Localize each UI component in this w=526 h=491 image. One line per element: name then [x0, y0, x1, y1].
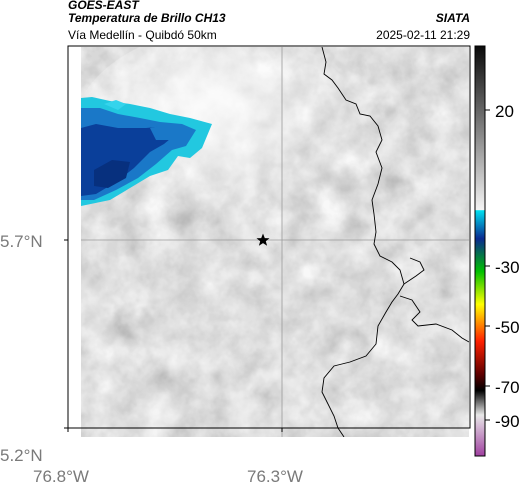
datetime-label: 2025-02-11 21:29 — [376, 28, 470, 42]
map-title: GOES-EAST — [68, 0, 139, 12]
satellite-image — [81, 47, 469, 437]
lon-tick-label: 76.3°W — [247, 467, 303, 486]
department-border-2 — [399, 295, 469, 343]
map-subtitle: Temperatura de Brillo CH13 — [68, 11, 226, 25]
colorbar-tick-label: -50 — [495, 318, 520, 337]
department-border-3 — [403, 257, 425, 285]
colorbar-tick-label: -90 — [495, 412, 520, 431]
cold-cloud — [81, 97, 212, 206]
lat-tick-label: 5.2°N — [0, 446, 43, 465]
colorbar-tick-label: 20 — [495, 102, 514, 121]
lat-tick-label: 5.7°N — [0, 232, 43, 251]
star-icon — [256, 233, 270, 246]
colorbar-tick-label: -30 — [495, 258, 520, 277]
source-label: SIATA — [435, 11, 470, 25]
location-label: Vía Medellín - Quibdó 50km — [68, 28, 217, 42]
lon-tick-label: 76.8°W — [33, 467, 89, 486]
colorbar-tick-label: -70 — [495, 378, 520, 397]
colorbar: 20 -30 -50 -70 -90 — [474, 45, 520, 457]
department-border — [321, 47, 405, 437]
